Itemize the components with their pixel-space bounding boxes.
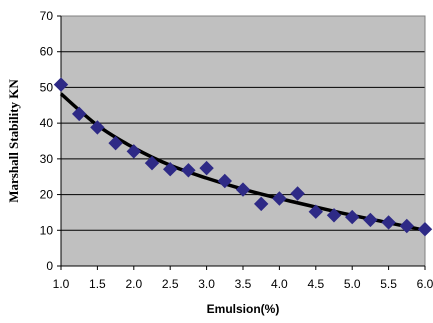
- data-point: [399, 218, 415, 234]
- x-tick-label-6: 4.0: [271, 277, 288, 291]
- data-point: [53, 77, 69, 92]
- y-axis-label: Marshall Stability KN: [6, 79, 21, 203]
- data-point: [162, 162, 178, 177]
- data-point: [326, 208, 342, 223]
- data-point: [253, 196, 269, 212]
- y-tick-label-7: 70: [40, 9, 54, 23]
- x-tick-label-7: 4.5: [307, 277, 324, 291]
- data-point: [272, 191, 287, 206]
- x-tick-label-9: 5.5: [380, 277, 397, 291]
- data-point: [199, 160, 214, 176]
- x-tick-label-1: 1.5: [89, 277, 106, 291]
- data-point: [235, 182, 251, 197]
- x-axis-ticks: 1.0 1.5 2.0 2.5 3.0 3.5 4.0 4.5 5.0 5.5 6.0: [53, 266, 433, 291]
- y-tick-label-0: 0: [46, 259, 53, 273]
- x-axis-label: Emulsion(%): [207, 302, 280, 316]
- y-tick-label-4: 40: [40, 116, 54, 130]
- x-tick-label-10: 6.0: [417, 277, 433, 291]
- data-point: [417, 222, 433, 237]
- x-tick-label-5: 3.5: [235, 277, 252, 291]
- data-point: [344, 209, 360, 225]
- data-point: [181, 163, 196, 178]
- data-point: [217, 173, 233, 189]
- data-point: [308, 204, 324, 219]
- x-tick-label-0: 1.0: [53, 277, 70, 291]
- data-point: [290, 186, 305, 201]
- data-point: [108, 135, 123, 151]
- data-point: [90, 120, 105, 135]
- y-axis-ticks: 0 10 20 30 40 50 60 70: [40, 9, 61, 273]
- data-points: [53, 77, 433, 237]
- data-point: [381, 215, 396, 230]
- y-tick-label-3: 30: [40, 152, 54, 166]
- y-tick-label-6: 60: [40, 45, 54, 59]
- y-tick-label-2: 20: [40, 188, 54, 202]
- y-tick-label-5: 50: [40, 80, 54, 94]
- x-tick-label-8: 5.0: [344, 277, 361, 291]
- data-point: [144, 155, 160, 171]
- data-point: [363, 212, 378, 228]
- x-tick-label-2: 2.0: [125, 277, 142, 291]
- y-tick-label-1: 10: [40, 223, 54, 237]
- data-point: [71, 106, 87, 122]
- x-tick-label-4: 3.0: [198, 277, 215, 291]
- data-point: [126, 144, 142, 159]
- x-tick-label-3: 2.5: [162, 277, 179, 291]
